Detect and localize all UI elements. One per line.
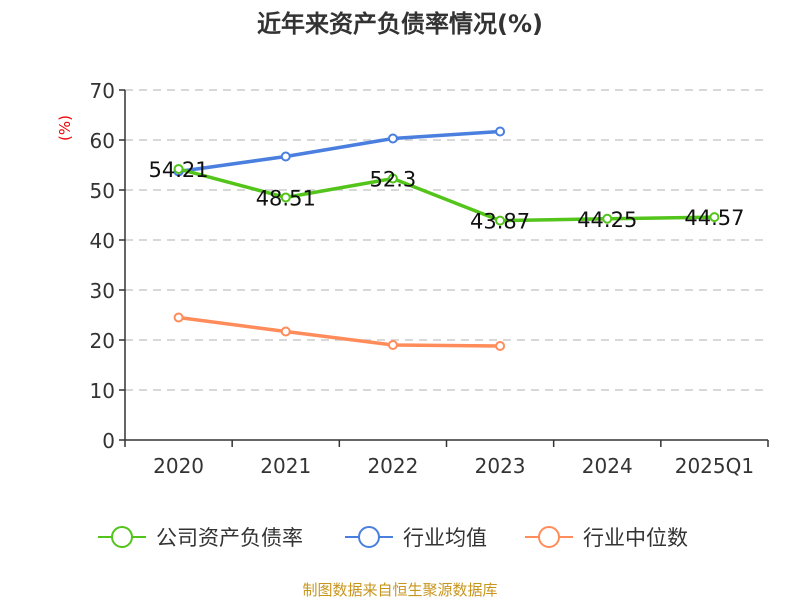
y-tick-label: 30 [90,279,115,303]
y-tick-label: 70 [90,79,115,103]
y-axis-label: (%) [56,115,74,141]
data-point-1 [495,126,506,137]
legend-marker-2 [538,526,560,548]
x-tick-label: 2023 [475,454,526,478]
x-tick-label: 2022 [367,454,418,478]
data-point-2 [280,326,291,337]
data-point-0 [280,192,291,203]
x-tick-label: 2024 [582,454,633,478]
data-point-0 [173,163,184,174]
data-label: 54.21 [149,158,209,182]
y-tick-label: 40 [90,229,115,253]
series-line-0 [178,167,715,223]
x-tick-label: 2021 [260,454,311,478]
legend-marker-1 [358,526,380,548]
x-tick-label: 2020 [153,454,204,478]
data-point-2 [387,340,398,350]
data-point-0 [709,212,720,223]
data-point-1 [280,151,291,162]
data-point-0 [387,173,398,184]
y-tick-label: 0 [102,429,115,453]
data-label: 52.3 [370,168,417,192]
chart-title: 近年来资产负债率情况(%) [257,10,543,38]
data-point-2 [173,312,184,323]
series-line-1 [178,129,501,174]
data-label: 44.25 [577,208,637,232]
y-tick-label: 60 [90,129,115,153]
legend-label-1: 行业均值 [403,526,487,550]
legend-marker-0 [111,526,133,548]
data-label: 48.51 [256,186,316,210]
data-point-0 [602,213,613,224]
legend-label-2: 行业中位数 [583,526,688,550]
y-tick-label: 10 [90,379,115,403]
data-point-1 [387,133,398,144]
data-label: 43.87 [470,210,530,234]
data-label: 44.57 [684,206,744,230]
y-tick-label: 20 [90,329,115,353]
series-line-2 [178,315,501,348]
y-tick-label: 50 [90,179,115,203]
data-point-2 [495,341,506,351]
x-tick-label: 2025Q1 [675,454,754,478]
legend-label-0: 公司资产负债率 [156,526,303,550]
source-footer: 制图数据来自恒生聚源数据库 [302,581,497,599]
data-point-0 [495,215,506,226]
